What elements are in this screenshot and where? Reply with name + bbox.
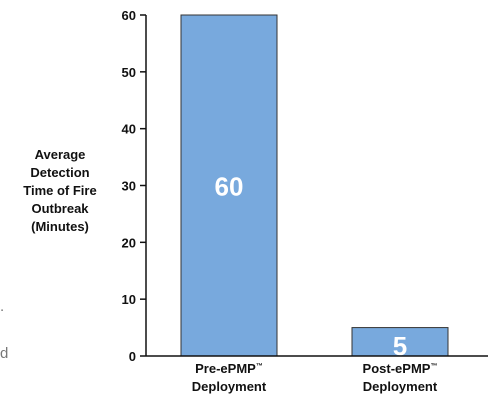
bar bbox=[180, 14, 278, 357]
y-axis-title-line: Outbreak bbox=[31, 201, 89, 216]
y-axis-title: Average Detection Time of Fire Outbreak … bbox=[12, 146, 108, 236]
x-tick-label: Deployment bbox=[192, 379, 267, 394]
y-tick-label: 50 bbox=[122, 65, 136, 80]
y-axis-title-line: (Minutes) bbox=[31, 219, 89, 234]
y-axis-title-line: Detection bbox=[30, 165, 90, 180]
x-tick-label: Deployment bbox=[363, 379, 438, 394]
x-tick-label: Post-ePMP™ bbox=[363, 361, 438, 376]
data-label: 5 bbox=[393, 331, 407, 361]
trademark-symbol: ™ bbox=[256, 363, 263, 370]
y-tick-label: 30 bbox=[122, 179, 136, 194]
x-tick-label: Pre-ePMP™ bbox=[195, 361, 263, 376]
y-axis-title-line: Time of Fire bbox=[23, 183, 97, 198]
y-tick-label: 40 bbox=[122, 122, 136, 137]
cropped-text-fragment: d bbox=[0, 345, 9, 362]
y-tick-label: 0 bbox=[129, 349, 136, 364]
y-tick-label: 20 bbox=[122, 235, 136, 250]
y-tick-label: 60 bbox=[122, 8, 136, 23]
y-axis-title-line: Average bbox=[34, 147, 86, 162]
cropped-text-fragment: . bbox=[0, 298, 5, 315]
y-tick-label: 10 bbox=[122, 292, 136, 307]
trademark-symbol: ™ bbox=[430, 363, 437, 370]
data-label: 60 bbox=[215, 172, 244, 202]
